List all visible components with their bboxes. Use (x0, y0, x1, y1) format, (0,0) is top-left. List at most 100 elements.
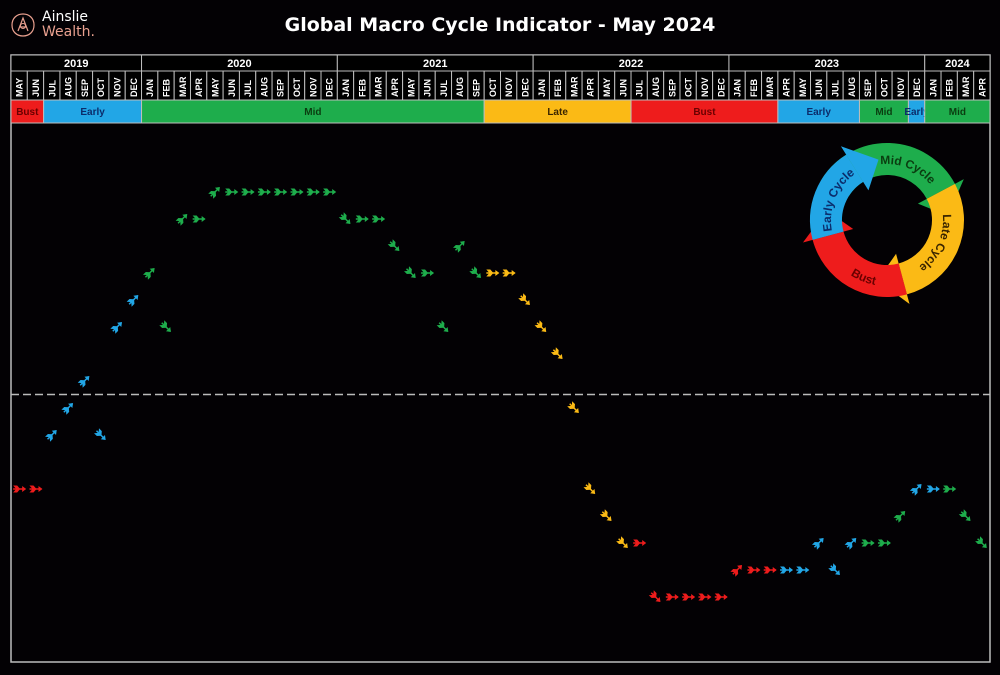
year-label: 2024 (945, 58, 970, 70)
month-label: APR (782, 77, 792, 97)
wheel-arc-late (897, 183, 964, 295)
arrow-head (133, 295, 139, 300)
arrow-fletching (763, 566, 771, 574)
arrow-fletching (225, 188, 233, 196)
arrow-fletching (13, 485, 21, 493)
data-point-arrow-flat (306, 188, 320, 196)
data-point-arrow-up (909, 484, 922, 496)
arrow-head (772, 567, 777, 573)
month-label: AUG (651, 77, 661, 97)
arrow-head (166, 327, 171, 332)
month-label: NOV (113, 77, 123, 97)
arrow-fletching (110, 325, 119, 334)
month-label: AUG (64, 77, 74, 97)
arrow-head (524, 300, 530, 305)
data-point-arrow-down (648, 590, 661, 602)
arrow-fletching (469, 266, 478, 275)
arrow-fletching (94, 428, 102, 437)
data-point-arrow-flat (225, 188, 239, 196)
arrow-fletching (77, 379, 86, 388)
year-label: 2020 (227, 58, 251, 70)
month-label: SEP (276, 79, 286, 97)
month-label: MAY (210, 78, 220, 97)
arrow-fletching (926, 485, 934, 493)
chart-frame (10, 54, 991, 663)
arrow-head (606, 516, 612, 521)
month-label: MAY (798, 78, 808, 97)
month-label: APR (390, 77, 400, 97)
data-point-arrow-flat (698, 593, 712, 601)
data-point-arrow-flat (192, 215, 206, 223)
arrow-fletching (404, 266, 412, 275)
phase-band-label: Early (904, 107, 929, 118)
arrow-head (443, 327, 449, 332)
month-label: FEB (162, 78, 172, 97)
arrow-head (723, 594, 728, 600)
arrow-fletching (583, 482, 592, 491)
arrow-head (100, 435, 106, 440)
month-label: FEB (553, 78, 563, 97)
arrow-fletching (142, 271, 151, 280)
data-point-arrow-down (159, 320, 171, 332)
arrow-head (266, 189, 271, 195)
month-label: NOV (308, 77, 318, 97)
arrow-head (655, 597, 661, 602)
month-label: MAY (15, 78, 25, 97)
arrow-fletching (958, 509, 967, 518)
arrow-fletching (648, 590, 657, 599)
arrow-fletching (682, 593, 690, 601)
data-point-arrow-up (730, 565, 743, 577)
phase-band-label: Mid (304, 107, 321, 118)
wheel-arc-early (810, 154, 864, 240)
arrow-head (557, 354, 563, 359)
data-point-arrow-up (844, 538, 857, 550)
arrow-fletching (747, 566, 755, 574)
month-label: FEB (749, 78, 759, 97)
month-label: MAY (602, 78, 612, 97)
data-point-arrow-up (893, 511, 906, 523)
arrow-fletching (811, 541, 820, 550)
phase-band-label: Mid (949, 107, 966, 118)
arrow-head (965, 516, 971, 521)
data-point-arrow-up (208, 187, 220, 199)
month-label: JUL (47, 79, 57, 97)
month-label: MAR (374, 76, 384, 97)
arrow-head (511, 270, 516, 276)
data-point-arrow-flat (29, 485, 43, 493)
arrow-fletching (599, 509, 608, 518)
data-point-arrow-down (828, 563, 840, 575)
data-point-arrow-up (142, 268, 155, 280)
arrow-head (214, 187, 220, 192)
month-label: JUN (227, 79, 237, 97)
brand-name-line1: Ainslie (42, 9, 89, 25)
arrow-fletching (159, 320, 168, 329)
data-point-arrow-flat (257, 188, 271, 196)
arrow-fletching (208, 190, 217, 199)
arrow-fletching (192, 215, 200, 223)
month-label: JUN (618, 79, 628, 97)
data-point-arrow-down (469, 266, 481, 278)
month-label: JUL (439, 79, 449, 97)
data-point-arrow-up (61, 403, 74, 415)
data-point-arrow-flat (763, 566, 777, 574)
data-point-arrow-flat (290, 188, 304, 196)
arrow-head (495, 270, 500, 276)
arrow-head (590, 489, 596, 494)
arrow-head (952, 486, 957, 492)
data-point-arrow-down (387, 239, 400, 251)
month-label: FEB (357, 78, 367, 97)
data-point-arrow-flat (274, 188, 288, 196)
arrow-fletching (61, 406, 70, 415)
data-point-arrow-up (110, 322, 123, 334)
month-label: SEP (80, 79, 90, 97)
month-label: OCT (488, 78, 498, 98)
month-label: AUG (847, 77, 857, 97)
arrow-fletching (502, 269, 510, 277)
arrow-fletching (338, 212, 347, 221)
arrow-fletching (943, 485, 951, 493)
month-label: JAN (537, 79, 547, 97)
month-label: MAY (406, 78, 416, 97)
data-point-arrow-flat (665, 593, 679, 601)
data-point-arrow-flat (486, 269, 500, 277)
month-label: DEC (325, 77, 335, 97)
